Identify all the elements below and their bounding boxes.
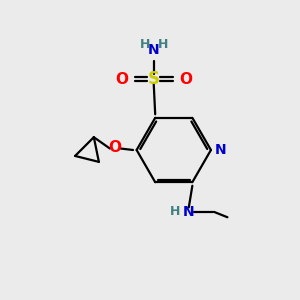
Text: O: O	[109, 140, 122, 155]
Text: O: O	[180, 72, 193, 87]
Text: N: N	[148, 43, 160, 57]
Text: S: S	[148, 70, 160, 88]
Text: H: H	[158, 38, 168, 51]
Text: H: H	[140, 38, 150, 51]
Text: N: N	[214, 143, 226, 157]
Text: O: O	[115, 72, 128, 87]
Text: N: N	[183, 205, 195, 219]
Text: H: H	[170, 205, 181, 218]
